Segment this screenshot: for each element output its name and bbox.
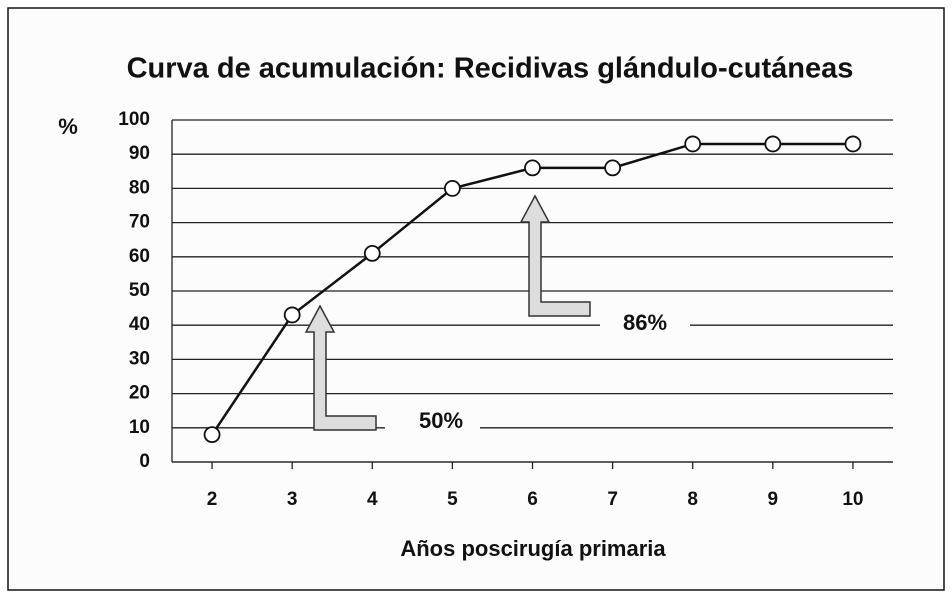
y-tick-label: 50 [129, 280, 150, 301]
x-tick-label: 4 [367, 489, 378, 510]
y-tick-label: 70 [129, 212, 150, 233]
point [203, 426, 221, 444]
arrow [304, 304, 377, 431]
y-tick-label: 60 [129, 246, 150, 267]
frame [7, 7, 945, 591]
y-tick-label: 100 [118, 109, 150, 130]
point [684, 135, 702, 153]
annotation: 50% [419, 408, 463, 433]
y-axis-label: % [58, 114, 78, 139]
point [363, 244, 381, 262]
x-axis-label: Años poscirugía primaria [400, 536, 666, 561]
point [283, 306, 301, 324]
x-tick-label: 8 [687, 489, 698, 510]
grid [171, 119, 893, 469]
y-tick-label: 10 [129, 417, 150, 438]
annotation: 86% [623, 310, 667, 335]
chart-title: Curva de acumulación: Recidivas glándulo… [127, 53, 854, 85]
label-bg [385, 408, 480, 436]
y-tick-label: 80 [129, 177, 150, 198]
point [524, 159, 541, 177]
label-bg [600, 310, 690, 338]
x-tick-label: 7 [607, 489, 618, 510]
y-tick-label: 30 [129, 348, 150, 369]
x-tick-label: 5 [447, 489, 458, 510]
x-tick-label: 9 [768, 489, 779, 510]
point [443, 179, 461, 197]
y-tick-label: 0 [139, 451, 150, 472]
x-tick-label: 2 [207, 489, 218, 510]
x-tick-label: 10 [842, 489, 863, 510]
point [844, 135, 862, 153]
point [604, 159, 622, 177]
y-tick-label: 40 [129, 314, 150, 335]
x-tick-label: 6 [527, 489, 538, 510]
arrow [519, 194, 591, 317]
y-tick-label: 20 [129, 383, 150, 404]
x-tick-label: 3 [287, 489, 298, 510]
point [764, 135, 782, 153]
y-tick-label: 90 [129, 143, 150, 164]
